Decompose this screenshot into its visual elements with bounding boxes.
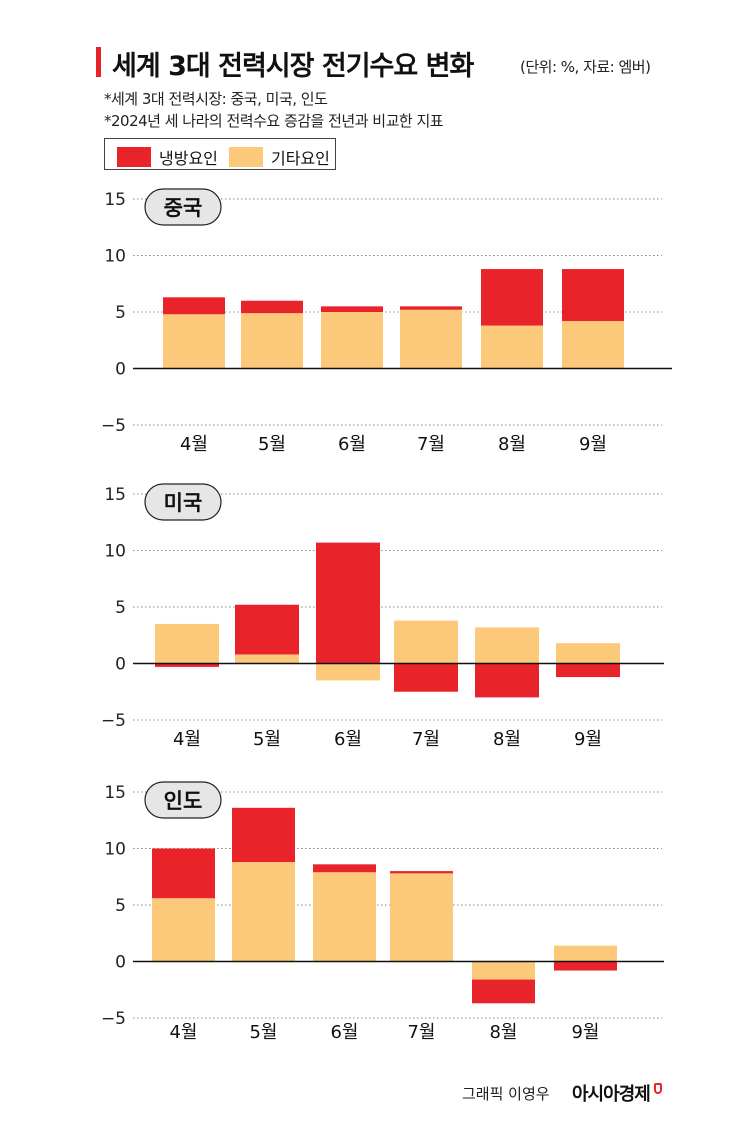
bar-other: [400, 309, 462, 369]
y-tick-label: 5: [115, 303, 126, 323]
legend-label-cooling: 냉방요인: [159, 149, 218, 168]
x-tick-label: 6월: [338, 434, 366, 455]
bar-cooling: [481, 269, 543, 326]
bar-other: [241, 313, 303, 369]
note-line-1: *세계 3대 전력시장: 중국, 미국, 인도: [104, 90, 328, 108]
country-title: 중국: [164, 196, 203, 220]
bar-other: [481, 325, 543, 369]
y-tick-label: 0: [115, 360, 126, 380]
y-tick-label: 15: [104, 783, 126, 803]
bar-other: [316, 663, 380, 681]
bar-cooling: [152, 848, 215, 899]
y-tick-label: 0: [115, 953, 126, 973]
legend-item-other: 기타요인: [229, 145, 330, 169]
bar-cooling: [321, 306, 383, 312]
brand-logo: 아시아경제: [572, 1084, 651, 1105]
bar-other: [235, 654, 299, 664]
country-title: 미국: [164, 491, 203, 515]
bar-other: [472, 961, 535, 980]
y-tick-label: −5: [101, 1009, 126, 1029]
bar-cooling: [390, 871, 453, 874]
bar-cooling: [556, 663, 620, 678]
title-accent-bar: [96, 47, 101, 77]
brand-mark-icon: [654, 1083, 662, 1094]
bar-other: [321, 312, 383, 369]
bar-cooling: [475, 663, 539, 698]
x-tick-label: 6월: [330, 1022, 358, 1043]
x-tick-label: 4월: [173, 729, 201, 750]
country-title: 인도: [164, 789, 203, 813]
bar-cooling: [235, 604, 299, 655]
bar-other: [475, 627, 539, 664]
x-tick-label: 8월: [493, 729, 521, 750]
x-tick-label: 5월: [253, 729, 281, 750]
legend-label-other: 기타요인: [271, 149, 330, 168]
x-tick-label: 9월: [571, 1022, 599, 1043]
bar-cooling: [316, 542, 380, 664]
x-tick-label: 4월: [180, 434, 208, 455]
bar-other: [155, 623, 219, 664]
chart-title: 세계 3대 전력시장 전기수요 변화: [112, 51, 474, 82]
y-tick-label: −5: [101, 711, 126, 731]
bar-cooling: [313, 864, 376, 873]
x-tick-label: 5월: [249, 1022, 277, 1043]
bar-cooling: [472, 979, 535, 1004]
bar-other: [562, 321, 624, 369]
y-tick-label: −5: [101, 416, 126, 436]
x-tick-label: 9월: [574, 729, 602, 750]
bar-other: [394, 620, 458, 664]
note-line-2: *2024년 세 나라의 전력수요 증감을 전년과 비교한 지표: [104, 112, 444, 130]
country-badge: [144, 483, 222, 521]
legend-swatch-cooling: [117, 147, 151, 167]
y-tick-label: 15: [104, 190, 126, 210]
y-tick-label: 15: [104, 485, 126, 505]
y-tick-label: 10: [104, 542, 126, 562]
bar-cooling: [394, 663, 458, 692]
bar-other: [163, 314, 225, 369]
bar-other: [554, 945, 617, 962]
x-tick-label: 4월: [169, 1022, 197, 1043]
x-tick-label: 7월: [407, 1022, 435, 1043]
bar-cooling: [562, 269, 624, 322]
legend: 냉방요인 기타요인: [104, 138, 336, 170]
bar-other: [313, 872, 376, 962]
x-tick-label: 7월: [412, 729, 440, 750]
x-tick-label: 7월: [417, 434, 445, 455]
bar-cooling: [554, 961, 617, 971]
bar-cooling: [241, 300, 303, 314]
legend-item-cooling: 냉방요인: [117, 145, 218, 169]
credit: 그래픽 이영우: [462, 1085, 550, 1103]
unit-note: (단위: %, 자료: 엠버): [520, 58, 651, 76]
y-tick-label: 10: [104, 840, 126, 860]
x-tick-label: 8월: [498, 434, 526, 455]
x-tick-label: 5월: [258, 434, 286, 455]
bar-cooling: [155, 663, 219, 667]
x-tick-label: 8월: [489, 1022, 517, 1043]
country-badge: [144, 781, 222, 819]
bar-other: [232, 862, 295, 962]
y-tick-label: 10: [104, 247, 126, 267]
x-tick-label: 9월: [579, 434, 607, 455]
bar-other: [390, 873, 453, 962]
bar-cooling: [400, 306, 462, 310]
bar-cooling: [232, 807, 295, 863]
y-tick-label: 0: [115, 655, 126, 675]
bar-other: [152, 898, 215, 962]
y-tick-label: 5: [115, 598, 126, 618]
x-tick-label: 6월: [334, 729, 362, 750]
legend-swatch-other: [229, 147, 263, 167]
bar-cooling: [163, 297, 225, 315]
bar-other: [556, 643, 620, 664]
country-badge: [144, 188, 222, 226]
y-tick-label: 5: [115, 896, 126, 916]
